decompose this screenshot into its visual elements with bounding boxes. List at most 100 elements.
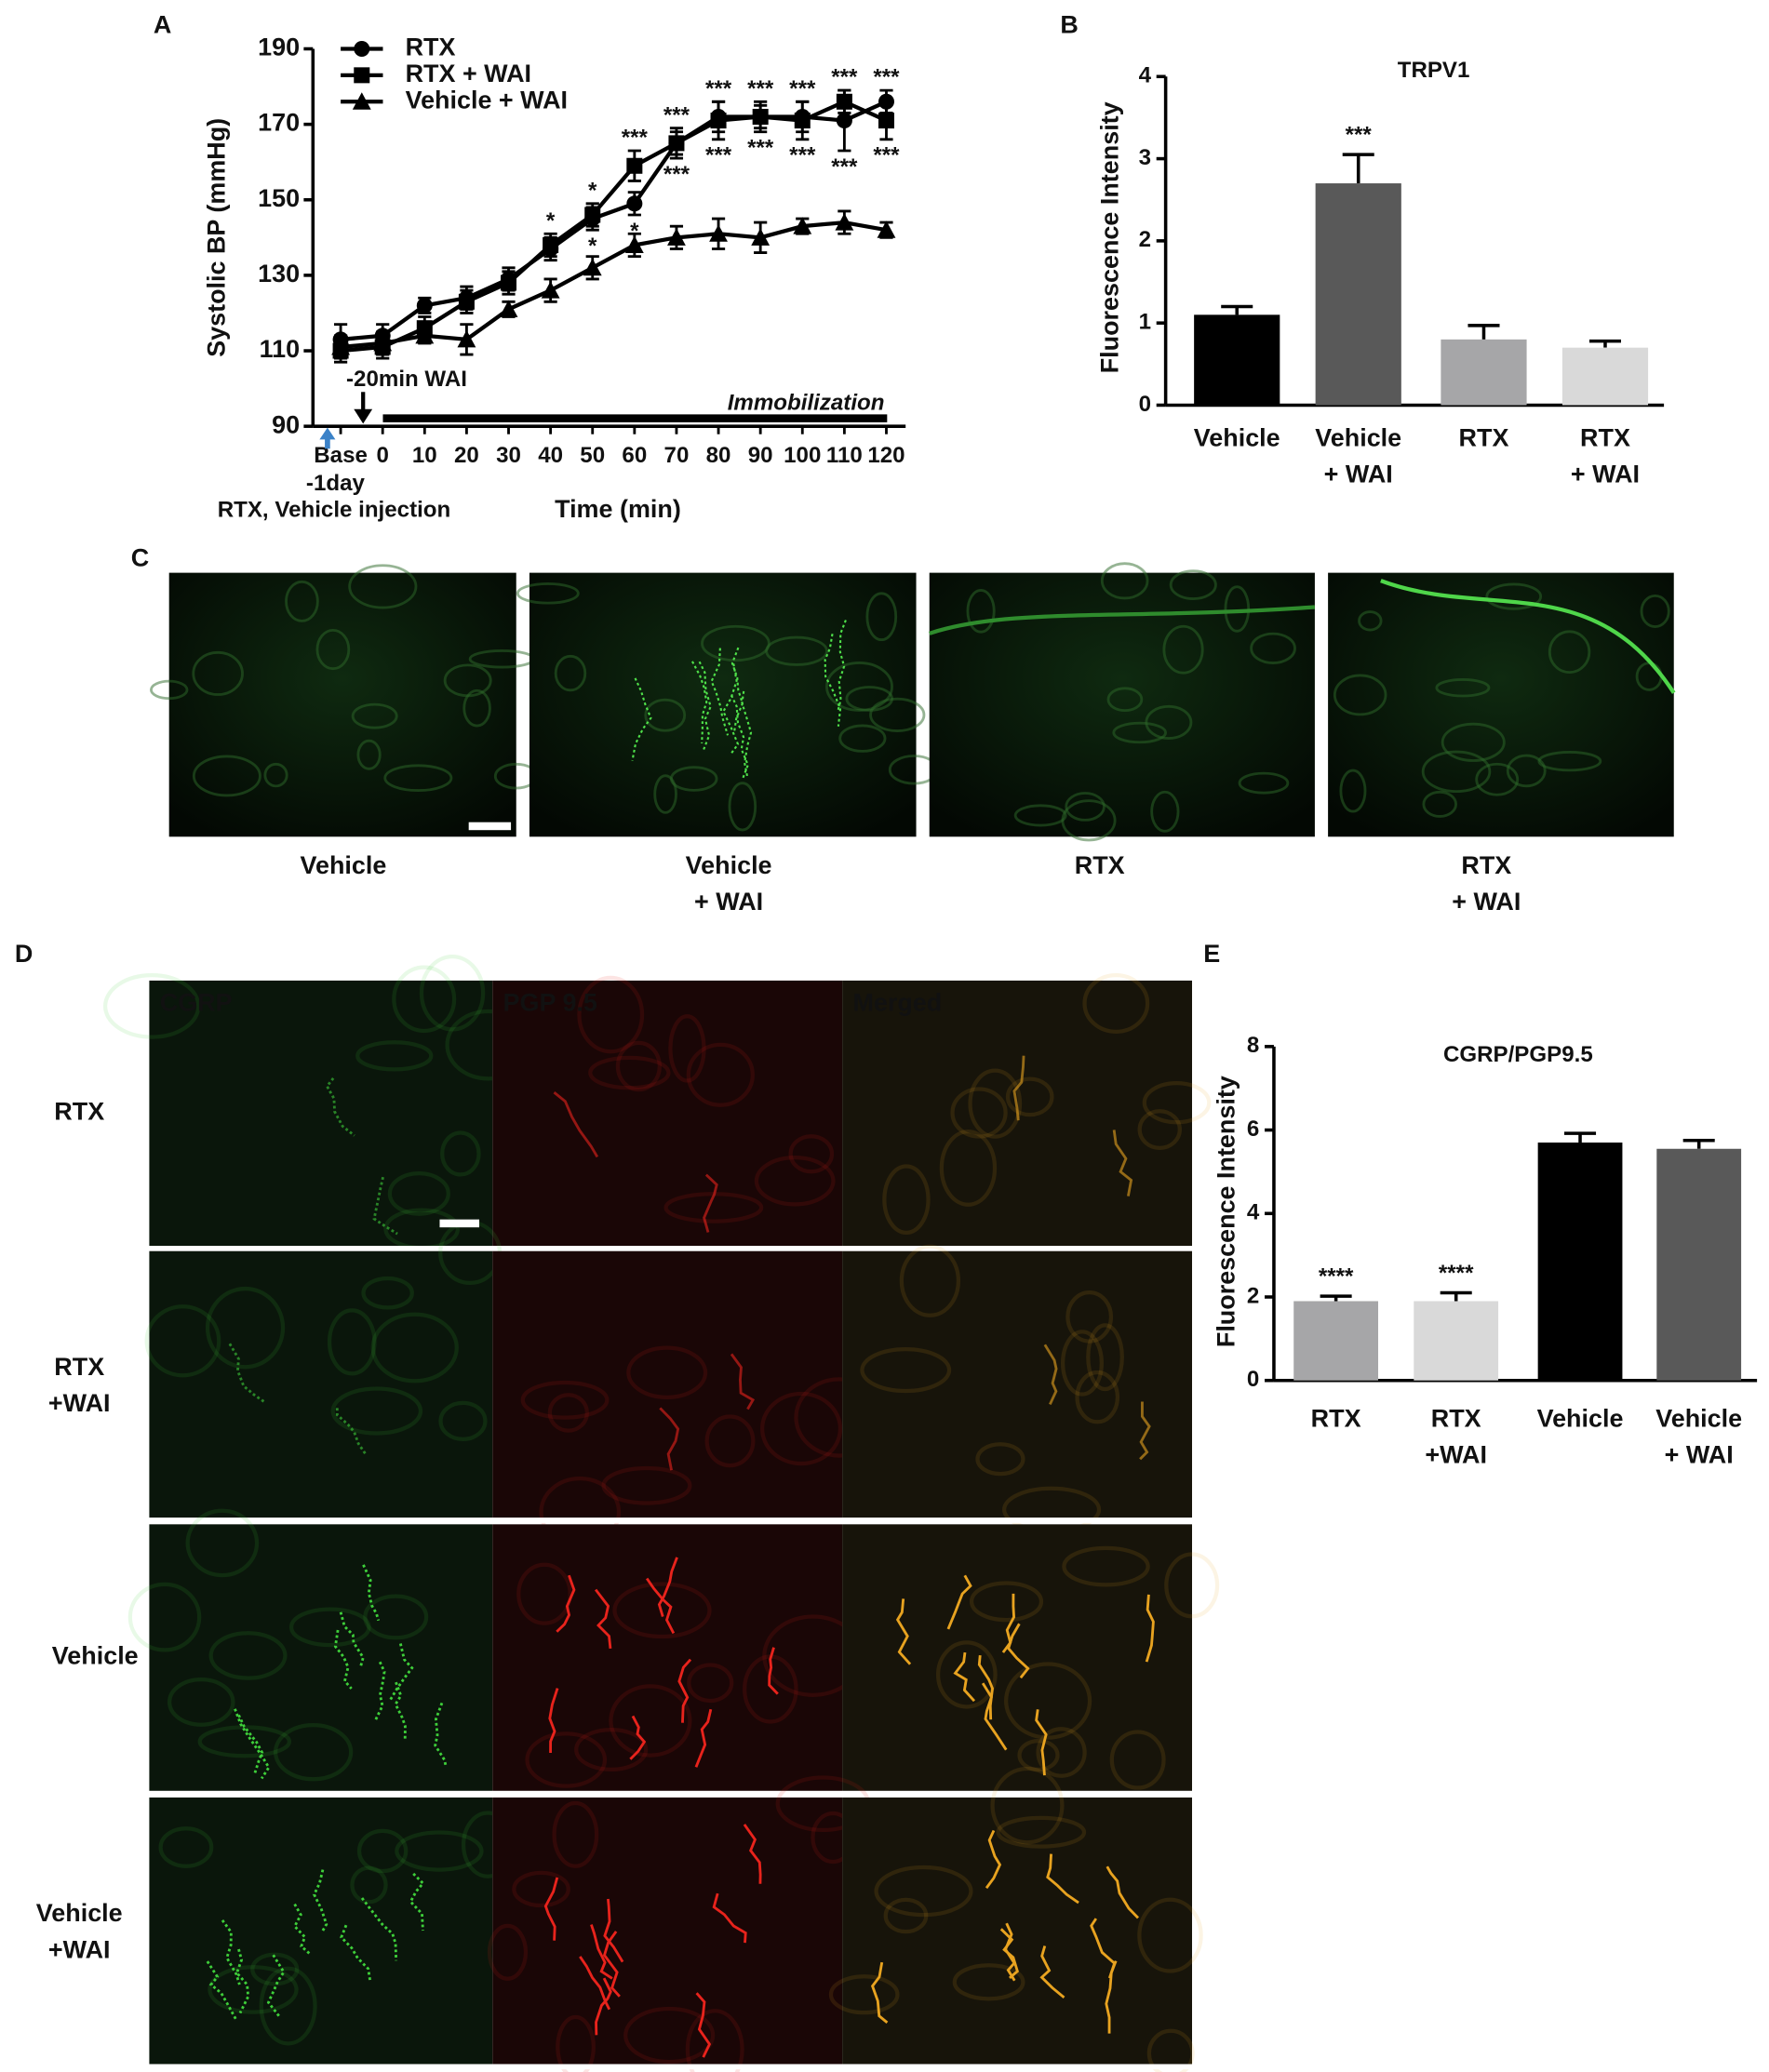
x-tick-label: 10 <box>412 443 437 468</box>
tissue-texture <box>363 1594 429 1640</box>
column-label: CGRP <box>160 989 233 1017</box>
micrograph <box>492 1797 843 2065</box>
tissue-texture <box>1086 1323 1124 1392</box>
micrograph <box>149 980 493 1247</box>
marker <box>501 274 517 291</box>
x-tick-label: 70 <box>664 443 690 468</box>
tissue-texture <box>668 1014 706 1083</box>
tissue-texture <box>701 624 771 662</box>
column-label: Merged <box>852 989 942 1017</box>
tissue-texture <box>351 702 398 729</box>
micrograph <box>492 1250 843 1518</box>
tissue-texture <box>516 581 580 605</box>
marker <box>416 297 433 314</box>
y-tick-label: 90 <box>272 410 300 438</box>
tissue-texture <box>1537 750 1602 772</box>
nerve-fiber <box>629 1715 647 1760</box>
tissue-texture <box>1146 2028 1195 2072</box>
tissue-texture <box>1106 687 1144 713</box>
micrograph <box>149 1524 493 1791</box>
nerve-fiber <box>741 690 753 779</box>
y-tick-label: 130 <box>258 260 300 287</box>
tissue-texture <box>383 764 453 792</box>
tissue-texture <box>208 1631 288 1680</box>
nerve-fiber <box>977 1654 995 1720</box>
tissue-texture <box>728 782 757 832</box>
significance: * <box>630 219 639 244</box>
tissue-texture <box>516 1562 572 1625</box>
x-tick-label: RTX +WAI <box>1425 1404 1487 1468</box>
nerve-fiber <box>228 1343 266 1404</box>
legend-marker <box>352 92 371 110</box>
marker <box>710 113 727 129</box>
significance: *** <box>663 162 690 187</box>
y-axis-title: Fluorescence Intensity <box>1212 1076 1240 1347</box>
tissue-texture <box>996 1815 1087 1849</box>
tissue-texture <box>419 955 486 1032</box>
marker <box>835 213 854 231</box>
error-bar <box>1221 304 1253 315</box>
significance: *** <box>663 102 690 127</box>
tissue-texture <box>547 1393 589 1433</box>
tissue-texture <box>577 975 645 1054</box>
tissue-texture <box>1060 1330 1104 1397</box>
x-tick-label: 120 <box>867 443 905 468</box>
marker <box>624 235 644 253</box>
nerve-fiber <box>603 1898 624 1963</box>
tissue-texture <box>615 1040 662 1092</box>
marker <box>583 258 602 276</box>
tissue-texture <box>609 1684 692 1758</box>
image-caption: Vehicle + WAI <box>686 851 772 916</box>
tissue-texture <box>392 965 457 1034</box>
error-bar <box>1320 1294 1352 1302</box>
nerve-fiber <box>981 1682 1008 1751</box>
nerve-fiber <box>1090 1918 1117 1979</box>
tissue-texture <box>869 697 926 732</box>
tissue-texture <box>387 1170 450 1216</box>
nerve-fiber <box>1035 1709 1048 1776</box>
tissue-texture <box>1137 1109 1182 1150</box>
injection-arrowhead <box>319 427 336 440</box>
tissue-texture <box>1004 1662 1092 1740</box>
y-tick-label: 4 <box>1247 1200 1260 1225</box>
nerve-fiber <box>743 1824 762 1884</box>
tissue-texture <box>883 1897 929 1934</box>
nerve-fiber <box>221 1919 241 1985</box>
tissue-texture <box>670 766 718 792</box>
nerve-fiber <box>335 1408 368 1456</box>
nerve-fiber <box>694 1708 713 1768</box>
nerve-fiber <box>235 1948 250 2014</box>
scale-bar <box>468 822 512 831</box>
y-tick-label: 170 <box>258 109 300 137</box>
nerve-fiber <box>373 1661 386 1722</box>
error-bar <box>1342 153 1374 184</box>
x-tick-label: 30 <box>496 443 521 468</box>
significance: * <box>546 208 556 234</box>
tissue-texture <box>1065 1290 1114 1343</box>
y-tick-label: 8 <box>1247 1033 1259 1058</box>
error-bar <box>1564 1131 1597 1143</box>
y-tick-label: 4 <box>1139 63 1152 88</box>
tissue-texture <box>935 1640 998 1709</box>
x-tick-label: Base <box>314 443 368 468</box>
tissue-texture <box>197 1725 292 1758</box>
tissue-texture <box>525 1731 608 1788</box>
significance: **** <box>1319 1264 1354 1290</box>
tissue-texture <box>250 1952 300 1986</box>
x-tick-label: 80 <box>706 443 731 468</box>
nerve-fiber <box>985 1829 1002 1890</box>
tissue-texture <box>1640 594 1670 629</box>
marker <box>877 221 896 238</box>
annotation: Immobilization <box>728 390 885 415</box>
tissue-texture <box>1250 632 1296 664</box>
tissue-texture <box>102 973 201 1039</box>
micrograph <box>492 980 843 1247</box>
annotation: -1day <box>306 471 366 496</box>
y-tick-label: 2 <box>1247 1283 1259 1308</box>
x-tick-label: Vehicle + WAI <box>1315 423 1401 488</box>
row-label: RTX <box>54 1098 104 1126</box>
tissue-texture <box>626 1345 708 1399</box>
tissue-texture <box>208 1965 299 2014</box>
y-tick-label: 150 <box>258 184 300 212</box>
significance: *** <box>831 65 858 90</box>
